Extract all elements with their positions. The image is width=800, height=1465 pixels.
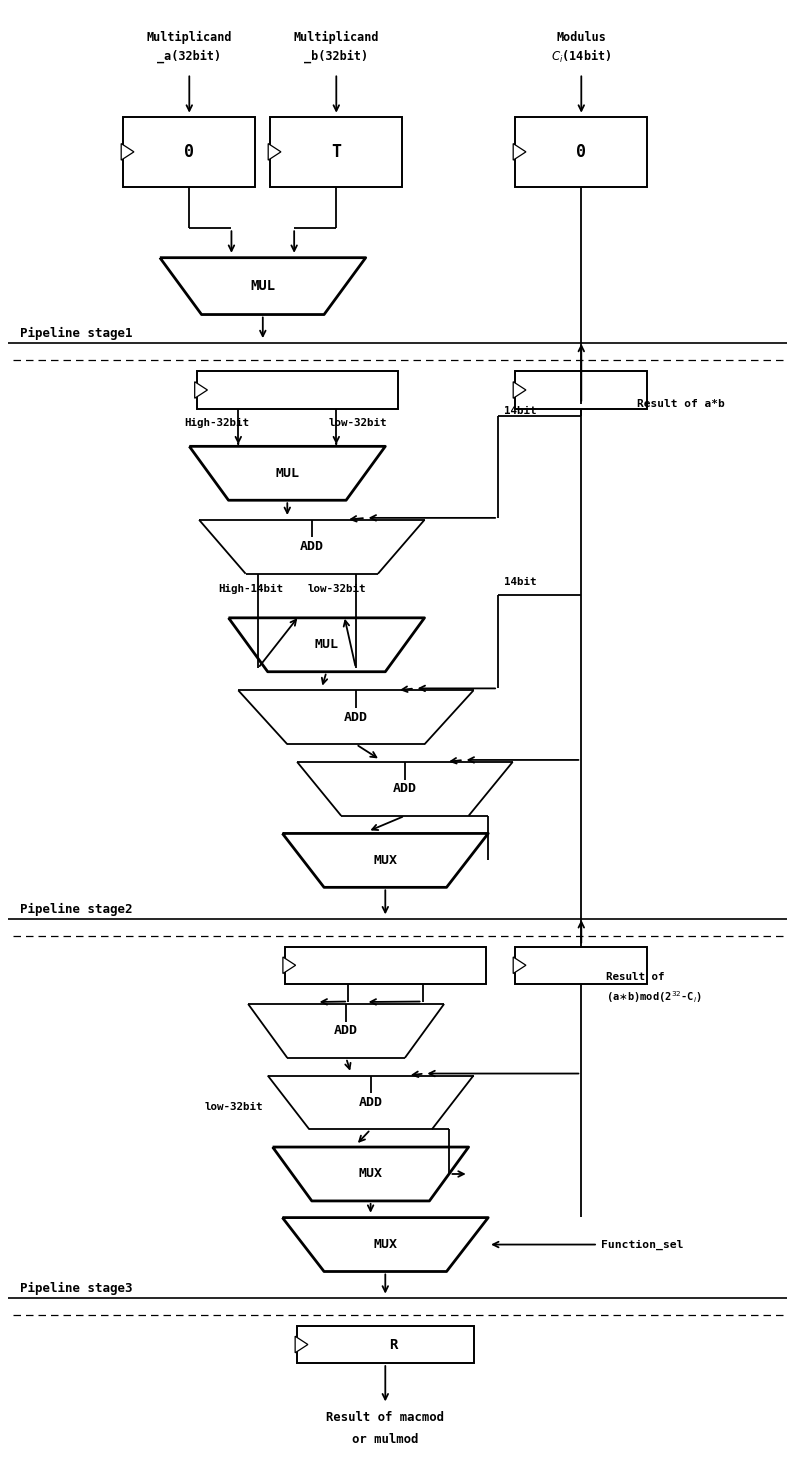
Text: $C_i$(14bit): $C_i$(14bit)	[551, 48, 611, 66]
Text: High-14bit: High-14bit	[218, 585, 284, 595]
Text: MUL: MUL	[250, 280, 275, 293]
Text: Result of: Result of	[606, 971, 664, 982]
Polygon shape	[283, 957, 296, 974]
Text: ADD: ADD	[334, 1024, 358, 1037]
Text: MUX: MUX	[374, 854, 398, 867]
Polygon shape	[513, 382, 526, 398]
Text: MUL: MUL	[314, 639, 338, 652]
Text: T: T	[331, 144, 342, 161]
Text: Result of a*b: Result of a*b	[637, 398, 725, 409]
Text: _b(32bit): _b(32bit)	[304, 50, 368, 63]
Text: ADD: ADD	[358, 1096, 382, 1109]
Polygon shape	[513, 957, 526, 974]
Text: ADD: ADD	[393, 782, 417, 795]
Text: Pipeline stage3: Pipeline stage3	[20, 1282, 132, 1295]
Text: Pipeline stage1: Pipeline stage1	[20, 327, 132, 340]
Polygon shape	[268, 144, 281, 160]
Text: low-32bit: low-32bit	[329, 419, 387, 428]
Text: low-32bit: low-32bit	[308, 585, 366, 595]
Text: Multiplicand: Multiplicand	[146, 31, 232, 44]
Text: Result of macmod: Result of macmod	[326, 1411, 444, 1424]
Bar	[270, 117, 402, 188]
Bar	[515, 117, 647, 188]
Text: low-32bit: low-32bit	[204, 1102, 263, 1112]
Text: 14bit: 14bit	[504, 406, 536, 416]
Bar	[515, 946, 647, 984]
Text: High-32bit: High-32bit	[184, 419, 250, 428]
Bar	[123, 117, 255, 188]
Bar	[297, 1326, 474, 1362]
Bar	[515, 371, 647, 409]
Text: 14bit: 14bit	[504, 577, 536, 586]
Text: (a$\ast$b)mod(2$^{32}$-C$_i$): (a$\ast$b)mod(2$^{32}$-C$_i$)	[606, 990, 702, 1005]
Polygon shape	[121, 144, 134, 160]
Text: Pipeline stage2: Pipeline stage2	[20, 902, 132, 916]
Text: ADD: ADD	[300, 541, 324, 554]
Text: 0: 0	[184, 144, 194, 161]
Text: MUX: MUX	[374, 1238, 398, 1251]
Polygon shape	[295, 1336, 308, 1352]
Text: or mulmod: or mulmod	[352, 1433, 418, 1446]
Polygon shape	[513, 144, 526, 160]
Text: ADD: ADD	[344, 711, 368, 724]
Text: R: R	[389, 1338, 398, 1352]
Text: Function_sel: Function_sel	[601, 1239, 683, 1250]
Bar	[197, 371, 398, 409]
Text: _a(32bit): _a(32bit)	[158, 50, 222, 63]
Text: Multiplicand: Multiplicand	[294, 31, 379, 44]
Bar	[285, 946, 486, 984]
Text: 0: 0	[576, 144, 586, 161]
Text: Modulus: Modulus	[556, 31, 606, 44]
Text: MUL: MUL	[275, 467, 299, 481]
Polygon shape	[194, 382, 207, 398]
Text: MUX: MUX	[358, 1168, 382, 1181]
